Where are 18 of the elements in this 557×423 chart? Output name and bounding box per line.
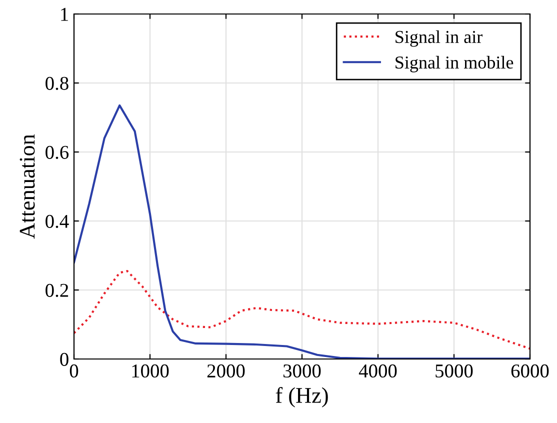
y-tick-label: 0 bbox=[60, 352, 68, 366]
x-tick-label: 3000 bbox=[283, 364, 321, 378]
x-tick-label: 5000 bbox=[436, 364, 473, 378]
y-tick-label: 0.2 bbox=[46, 284, 68, 298]
x-tick-label: 4000 bbox=[358, 364, 397, 378]
x-tick-label: 0 bbox=[70, 364, 78, 378]
y-tick-label: 0.6 bbox=[46, 146, 69, 160]
y-tick-label: 0.4 bbox=[46, 214, 69, 228]
x-tick-label: 1000 bbox=[132, 364, 169, 378]
x-axis-title: f (Hz) bbox=[276, 387, 328, 408]
legend-label: Signal in air bbox=[396, 30, 482, 47]
x-tick-label: 2000 bbox=[207, 364, 245, 378]
y-tick-label: 0.8 bbox=[46, 76, 68, 90]
x-tick-label: 6000 bbox=[511, 364, 549, 378]
y-tick-label: 1 bbox=[61, 8, 68, 21]
legend-label: Signal in mobile bbox=[396, 56, 514, 72]
line-series bbox=[74, 270, 530, 350]
y-axis-title: Attenuation bbox=[20, 134, 35, 239]
